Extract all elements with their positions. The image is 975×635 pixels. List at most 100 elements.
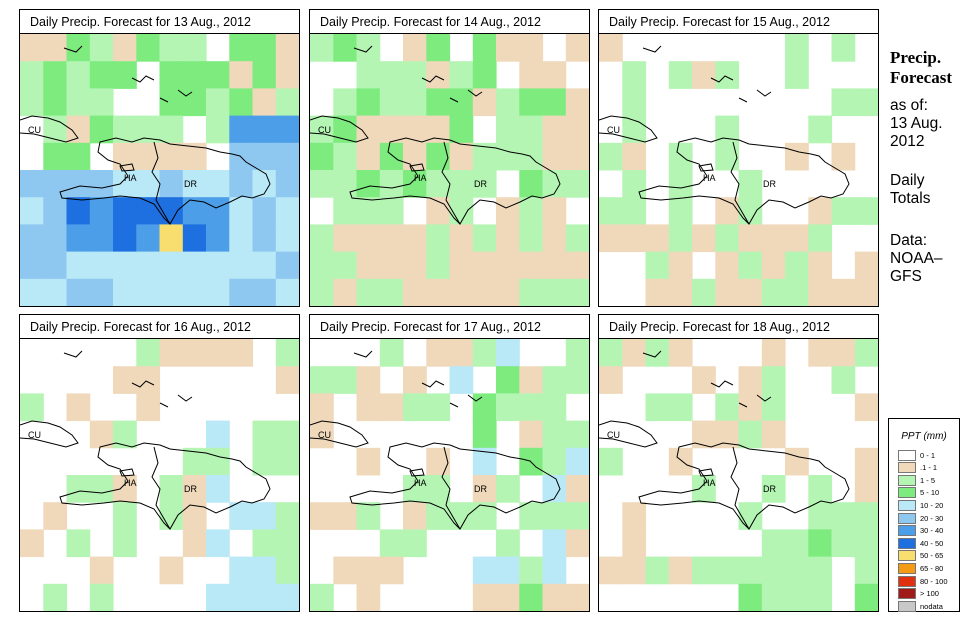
precip-cell: [426, 278, 451, 306]
precip-cell: [159, 88, 184, 117]
precip-map: CU HA DR: [20, 34, 299, 306]
precip-cell: [333, 224, 358, 253]
precip-cell: [275, 115, 299, 144]
precip-cell: [808, 475, 833, 503]
coast-path: [151, 141, 171, 225]
precip-cell: [785, 142, 809, 171]
precip-cell: [252, 420, 277, 449]
precip-cell: [182, 339, 207, 367]
precip-cell: [113, 529, 137, 558]
precip-cell: [356, 170, 381, 198]
precip-cell: [854, 502, 878, 530]
precip-cell: [229, 88, 254, 117]
precip-cell: [66, 197, 91, 225]
precip-cell: [379, 115, 404, 144]
precip-cell: [519, 393, 544, 422]
coast-path: [63, 45, 193, 103]
precip-cell: [113, 475, 137, 503]
precip-map: CU HA DR: [599, 339, 878, 611]
precip-cell: [43, 61, 68, 89]
precip-cell: [403, 529, 427, 558]
precip-cell: [159, 115, 184, 144]
precip-cell: [472, 556, 497, 585]
precip-cell: [449, 142, 474, 171]
precip-cell: [668, 278, 693, 306]
coast-path: [698, 468, 714, 477]
precip-cell: [379, 197, 404, 225]
precip-cell: [275, 278, 299, 306]
coastline: [599, 45, 850, 225]
precip-cell: [113, 251, 137, 280]
precip-cell: [831, 88, 856, 117]
precip-cell: [159, 197, 184, 225]
precip-cell: [136, 366, 161, 394]
HA-label: HA: [414, 478, 427, 488]
precip-cell: [20, 61, 44, 89]
legend: PPT (mm) 0 - 1 .1 - 1 1 - 5 5 - 10 10 - 20 20…: [888, 418, 960, 612]
precip-cell: [403, 251, 427, 280]
precip-cell: [496, 556, 520, 585]
precip-cell: [519, 278, 544, 306]
precip-cell: [159, 170, 184, 198]
precip-cell: [403, 278, 427, 306]
precip-cell: [229, 61, 254, 89]
precip-cell: [692, 420, 716, 449]
coast-path: [441, 446, 461, 530]
precip-cell: [715, 224, 740, 253]
precip-cell: [275, 583, 299, 611]
precip-cell: [565, 278, 589, 306]
precip-cell: [426, 115, 451, 144]
precip-cell: [136, 170, 161, 198]
precip-cell: [565, 339, 589, 367]
precip-cell: [333, 197, 358, 225]
precip-cell: [159, 502, 184, 530]
precip-cell: [785, 583, 809, 611]
precip-cell: [356, 142, 381, 171]
precip-cell: [426, 61, 451, 89]
precip-cell: [275, 170, 299, 198]
precip-cell: [542, 475, 567, 503]
precip-cell: [229, 278, 254, 306]
precip-cell: [182, 447, 207, 476]
precip-cell: [43, 251, 68, 280]
precip-cell: [159, 61, 184, 89]
precip-cell: [831, 339, 856, 367]
precip-cell: [785, 278, 809, 306]
precip-cell: [206, 447, 230, 476]
coast-path: [151, 446, 171, 530]
precip-map: CU HA DR: [20, 339, 299, 611]
precip-cell: [356, 88, 381, 117]
precip-cell: [808, 278, 833, 306]
precip-cell: [229, 115, 254, 144]
precip-cell: [496, 393, 520, 422]
precip-cell: [310, 170, 334, 198]
precip-cell: [449, 251, 474, 280]
precip-cell: [472, 583, 497, 611]
precip-cell: [645, 224, 670, 253]
precip-cell: [785, 251, 809, 280]
precip-cell: [43, 170, 68, 198]
precip-cell: [426, 393, 451, 422]
precip-cell: [356, 224, 381, 253]
precip-cell: [496, 88, 520, 117]
precip-cell: [136, 251, 161, 280]
precip-cell: [622, 339, 647, 367]
precip-cell: [310, 34, 334, 62]
precip-cell: [252, 529, 277, 558]
precip-cell: [449, 502, 474, 530]
precip-cell: [252, 34, 277, 62]
legend-swatch: [898, 537, 916, 549]
precip-grid: [20, 339, 299, 611]
precip-cell: [379, 88, 404, 117]
precip-cell: [136, 224, 161, 253]
precip-cell: [89, 278, 114, 306]
precip-cell: [356, 251, 381, 280]
precip-grid: [599, 339, 878, 611]
precip-cell: [275, 339, 299, 367]
legend-label: 0 - 1: [920, 450, 936, 460]
precip-cell: [645, 556, 670, 585]
coastline: [20, 350, 271, 530]
precip-cell: [808, 251, 833, 280]
precip-cell: [206, 529, 230, 558]
precip-cell: [519, 88, 544, 117]
